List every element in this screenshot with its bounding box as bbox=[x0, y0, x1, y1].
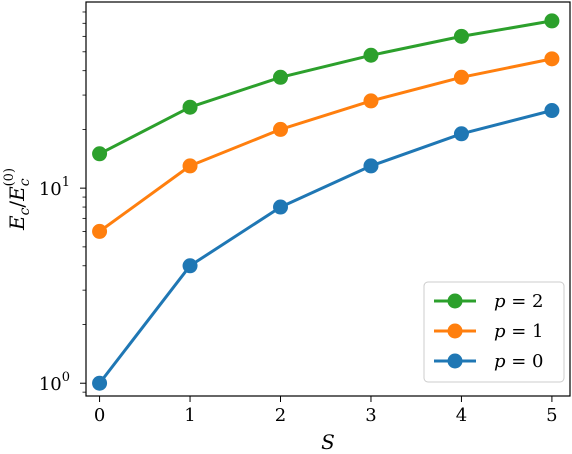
legend-marker bbox=[447, 353, 463, 369]
x-tick-label: 5 bbox=[546, 405, 557, 426]
legend-marker bbox=[447, 323, 463, 339]
legend-label: p = 2 bbox=[494, 291, 544, 312]
y-axis: 100 101 bbox=[39, 11, 86, 395]
data-point bbox=[544, 51, 560, 67]
x-tick-label: 2 bbox=[275, 405, 286, 426]
x-tick-label: 3 bbox=[365, 405, 376, 426]
legend-label: p = 1 bbox=[494, 321, 544, 342]
data-point bbox=[453, 69, 469, 85]
data-point bbox=[182, 99, 198, 115]
data-point bbox=[363, 158, 379, 174]
legend-marker bbox=[447, 293, 463, 309]
data-point bbox=[92, 223, 108, 239]
legend-label: p = 0 bbox=[494, 351, 544, 372]
series-line-1 bbox=[98, 57, 553, 233]
data-point bbox=[92, 146, 108, 162]
data-point bbox=[273, 69, 289, 85]
y-tick-label: 100 bbox=[39, 370, 70, 395]
data-point bbox=[182, 158, 198, 174]
x-tick-label: 0 bbox=[94, 405, 105, 426]
x-tick-label: 1 bbox=[184, 405, 195, 426]
data-point bbox=[363, 47, 379, 63]
data-point bbox=[453, 28, 469, 44]
series-layer bbox=[92, 13, 560, 391]
y-tick-label: 101 bbox=[39, 175, 70, 200]
data-point bbox=[92, 375, 108, 391]
svg-text:Ec/Ec(0): Ec/Ec(0) bbox=[2, 168, 33, 231]
series-line-0 bbox=[98, 19, 553, 156]
data-point bbox=[453, 126, 469, 142]
x-axis: 0 1 2 3 4 5 bbox=[94, 396, 558, 426]
plot-frame bbox=[85, 1, 571, 397]
x-tick-label: 4 bbox=[456, 405, 467, 426]
data-point bbox=[544, 103, 560, 119]
data-point bbox=[182, 258, 198, 274]
data-point bbox=[363, 93, 379, 109]
x-axis-label: S bbox=[321, 430, 335, 454]
legend: p = 2 p = 1 p = 0 bbox=[423, 281, 565, 383]
y-axis-label: Ec/Ec(0) bbox=[2, 168, 33, 231]
series-line-2 bbox=[98, 109, 553, 385]
data-point bbox=[273, 199, 289, 215]
data-point bbox=[544, 13, 560, 29]
data-point bbox=[273, 121, 289, 137]
